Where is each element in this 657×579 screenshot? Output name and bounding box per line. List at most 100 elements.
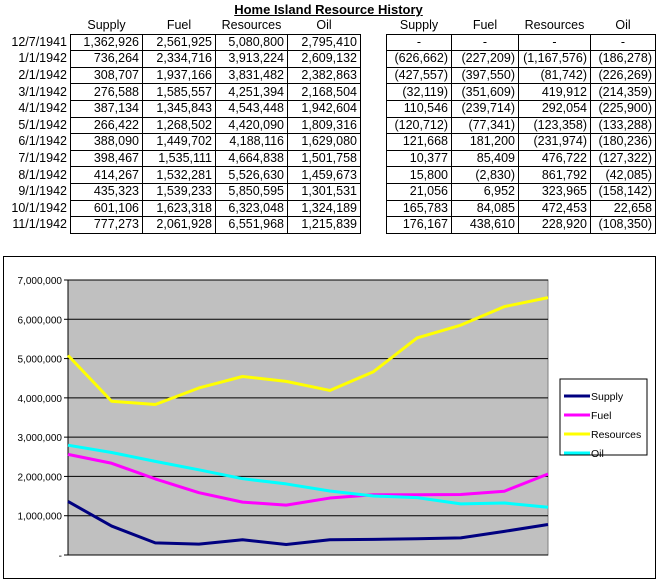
change-cell[interactable]: (226,269) bbox=[590, 66, 656, 85]
legend[interactable] bbox=[559, 378, 648, 456]
change-cell[interactable]: 228,920 bbox=[518, 216, 591, 234]
change-cell[interactable]: 472,453 bbox=[518, 199, 591, 218]
y-tick-label: 1,000,000 bbox=[18, 512, 63, 523]
legend-label: Resources bbox=[591, 429, 641, 441]
value-cell[interactable]: 1,585,557 bbox=[142, 83, 216, 101]
y-tick-label: 7,000,000 bbox=[18, 276, 63, 287]
sheet-title: Home Island Resource History bbox=[234, 2, 423, 17]
change-cell[interactable]: 323,965 bbox=[518, 182, 591, 201]
change-cell[interactable]: (158,142) bbox=[590, 182, 656, 201]
table-row: 5/1/1942 266,422 1,268,502 4,420,090 1,809,3… bbox=[0, 116, 361, 135]
table-row: 15,800 (2,830) 861,792 (42,085) bbox=[386, 166, 656, 184]
column-header: Fuel bbox=[166, 18, 192, 33]
date-cell[interactable]: 9/1/1942 bbox=[18, 184, 67, 199]
value-cell[interactable]: 1,362,926 bbox=[70, 33, 143, 52]
table-row: 9/1/1942 435,323 1,539,233 5,850,595 1,301,5… bbox=[0, 182, 361, 201]
table-row: (626,662) (227,209) (1,167,576) (186,278) bbox=[386, 50, 656, 68]
y-tick-label: - bbox=[59, 551, 62, 562]
value-cell[interactable]: 1,501,758 bbox=[287, 149, 361, 168]
y-tick-label: 4,000,000 bbox=[18, 394, 63, 405]
value-cell[interactable]: 1,623,318 bbox=[142, 199, 216, 218]
date-cell[interactable]: 1/1/1942 bbox=[18, 51, 67, 66]
totals-table: Supply Fuel Resources Oil 12/7/1941 1,362,92… bbox=[0, 18, 361, 234]
value-cell[interactable]: 4,251,394 bbox=[215, 83, 288, 101]
change-cell[interactable]: (239,714) bbox=[451, 99, 519, 118]
value-cell[interactable]: 2,061,928 bbox=[142, 216, 216, 234]
legend-label: Supply bbox=[591, 391, 624, 403]
change-cell[interactable]: (108,350) bbox=[590, 216, 656, 234]
value-cell[interactable]: 1,215,839 bbox=[287, 216, 361, 234]
changes-table: Supply Fuel Resources Oil - - - - (626,662) (227… bbox=[386, 18, 656, 234]
table-row: 10,377 85,409 476,722 (127,322) bbox=[386, 149, 656, 168]
value-cell[interactable]: 3,831,482 bbox=[215, 66, 288, 85]
value-cell[interactable]: 1,629,080 bbox=[287, 133, 361, 151]
change-cell[interactable]: (427,557) bbox=[386, 66, 452, 85]
change-cell[interactable]: 438,610 bbox=[451, 216, 519, 234]
change-column-header: Fuel bbox=[472, 18, 498, 33]
legend-label: Fuel bbox=[591, 410, 611, 422]
y-tick-label: 2,000,000 bbox=[18, 472, 63, 483]
series-line-supply bbox=[67, 500, 549, 547]
plot-area bbox=[67, 279, 549, 556]
value-cell[interactable]: 1,535,111 bbox=[142, 149, 216, 168]
date-cell[interactable]: 11/1/1942 bbox=[12, 217, 67, 232]
series-line-resources bbox=[66, 296, 549, 406]
change-cell[interactable]: 121,668 bbox=[386, 133, 452, 151]
change-cell[interactable]: 85,409 bbox=[451, 149, 519, 168]
value-cell[interactable]: 5,526,630 bbox=[215, 166, 288, 184]
date-cell[interactable]: 6/1/1942 bbox=[18, 134, 67, 149]
value-cell[interactable]: 3,913,224 bbox=[215, 50, 288, 68]
value-cell[interactable]: 276,588 bbox=[70, 83, 143, 101]
table-row: 4/1/1942 387,134 1,345,843 4,543,448 1,942,6… bbox=[0, 99, 361, 118]
value-cell[interactable]: 308,707 bbox=[70, 66, 143, 85]
change-cell[interactable]: 861,792 bbox=[518, 166, 591, 184]
change-cell[interactable]: 22,658 bbox=[590, 199, 656, 218]
value-cell[interactable]: 2,334,716 bbox=[142, 50, 216, 68]
change-cell[interactable]: 419,912 bbox=[518, 83, 591, 101]
table-row: 11/1/1942 777,273 2,061,928 6,551,968 1,215,… bbox=[0, 216, 361, 234]
change-cell[interactable]: (186,278) bbox=[590, 50, 656, 68]
change-column-header: Oil bbox=[615, 18, 631, 33]
change-cell[interactable]: 165,783 bbox=[386, 199, 452, 218]
value-cell[interactable]: 736,264 bbox=[70, 50, 143, 68]
column-header: Supply bbox=[87, 18, 126, 33]
date-cell[interactable]: 2/1/1942 bbox=[18, 68, 67, 83]
table-row: 2/1/1942 308,707 1,937,166 3,831,482 2,382,8… bbox=[0, 66, 361, 85]
value-cell[interactable]: 6,551,968 bbox=[215, 216, 288, 234]
change-column-header: Resources bbox=[524, 18, 585, 33]
y-tick-label: 3,000,000 bbox=[18, 433, 63, 444]
table-row: 7/1/1942 398,467 1,535,111 4,664,838 1,501,7… bbox=[0, 149, 361, 168]
date-cell[interactable]: 3/1/1942 bbox=[18, 84, 67, 99]
table-row: 1/1/1942 736,264 2,334,716 3,913,224 2,609,1… bbox=[0, 50, 361, 68]
table-row: 176,167 438,610 228,920 (108,350) bbox=[386, 216, 656, 234]
change-cell[interactable]: (180,236) bbox=[590, 133, 656, 151]
value-cell[interactable]: 4,420,090 bbox=[215, 116, 288, 135]
date-cell[interactable]: 8/1/1942 bbox=[18, 167, 67, 182]
change-cell[interactable]: (214,359) bbox=[590, 83, 656, 101]
legend-label: Oil bbox=[591, 448, 604, 460]
table-row: 12/7/1941 1,362,926 2,561,925 5,080,800 2,79… bbox=[0, 33, 361, 52]
date-cell[interactable]: 10/1/1942 bbox=[11, 200, 67, 215]
date-cell[interactable]: 7/1/1942 bbox=[18, 151, 67, 166]
y-tick-label: 6,000,000 bbox=[18, 315, 63, 326]
table-row: 10/1/1942 601,106 1,623,318 6,323,048 1,324,… bbox=[0, 199, 361, 218]
y-tick-label: 5,000,000 bbox=[18, 355, 63, 366]
value-cell[interactable]: 435,323 bbox=[70, 182, 143, 201]
change-cell[interactable]: 292,054 bbox=[518, 99, 591, 118]
table-row: 3/1/1942 276,588 1,585,557 4,251,394 2,168,5… bbox=[0, 83, 361, 101]
date-cell[interactable]: 4/1/1942 bbox=[18, 101, 67, 116]
change-cell[interactable]: 110,546 bbox=[386, 99, 452, 118]
column-header: Resources bbox=[221, 18, 282, 33]
table-row: 165,783 84,085 472,453 22,658 bbox=[386, 199, 656, 218]
date-cell[interactable]: 12/7/1941 bbox=[11, 34, 67, 49]
date-cell[interactable]: 5/1/1942 bbox=[18, 117, 67, 132]
value-cell[interactable]: 1,345,843 bbox=[142, 99, 216, 118]
change-cell[interactable]: 176,167 bbox=[386, 216, 452, 234]
series-line-fuel bbox=[67, 452, 549, 507]
change-cell[interactable]: 181,200 bbox=[451, 133, 519, 151]
change-cell[interactable]: (351,609) bbox=[451, 83, 519, 101]
change-column-header: Supply bbox=[399, 18, 439, 33]
value-cell[interactable]: 5,850,595 bbox=[215, 182, 288, 201]
